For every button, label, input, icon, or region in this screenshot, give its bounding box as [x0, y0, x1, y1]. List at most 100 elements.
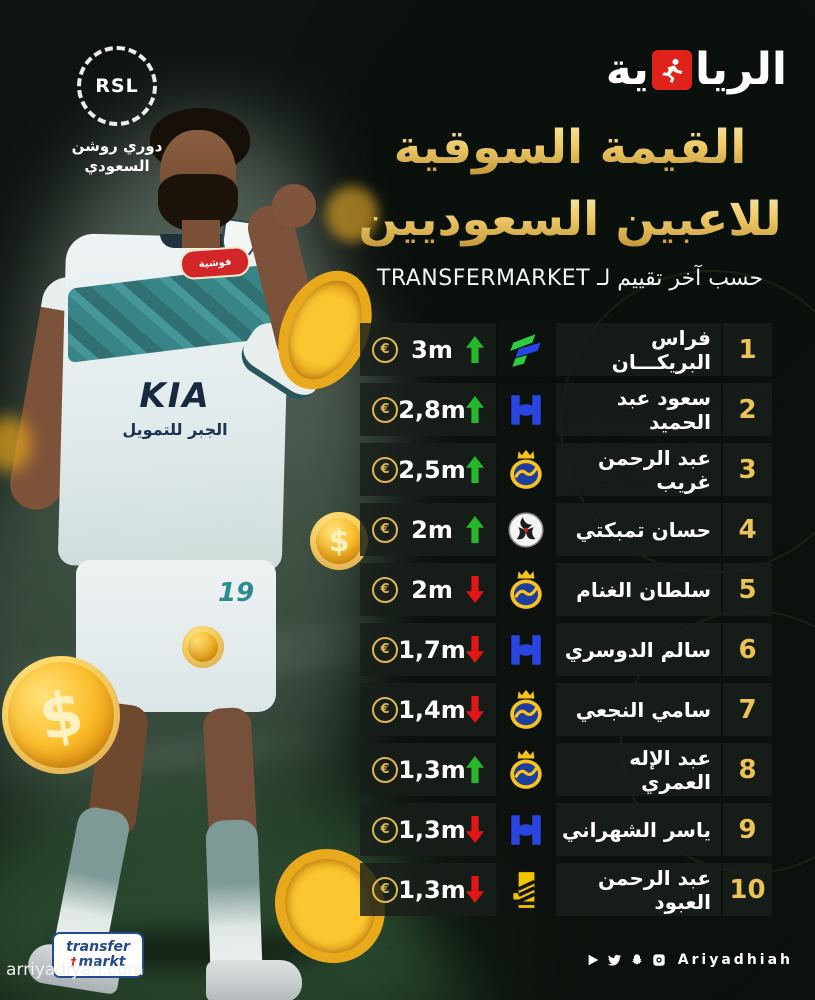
value-cell: € 1,3m — [360, 803, 496, 856]
trend-up-icon — [466, 756, 484, 783]
euro-icon: € — [372, 576, 398, 603]
trend-up-icon — [466, 336, 484, 363]
rank-cell: 3 — [723, 443, 772, 496]
name-cell: سعود عبد الحميد — [556, 383, 721, 436]
players-table: € 3m — [360, 323, 772, 923]
club-logo-cell — [499, 323, 553, 376]
name-cell: سلطان الغنام — [556, 563, 721, 616]
transfermarkt-logo: transfer † markt — [52, 932, 144, 978]
ariyadiyah-brand-logo: الريا ية — [606, 44, 787, 95]
rank-cell: 8 — [723, 743, 772, 796]
value-cell: € 2m — [360, 503, 496, 556]
player-rank: 7 — [738, 694, 757, 725]
twitter-icon — [607, 954, 621, 966]
club-logo-cell — [499, 503, 553, 556]
club-logo-cell — [499, 563, 553, 616]
player-value: 1,3m — [398, 875, 466, 904]
snapchat-icon — [631, 954, 642, 965]
al-nassr-logo-icon — [510, 449, 542, 489]
gold-coin-blur — [326, 186, 378, 242]
trend-down-icon — [466, 696, 484, 723]
player-row: € 2m — [360, 503, 772, 556]
transfermarkt-line1: transfer — [66, 939, 130, 955]
value-cell: € 1,3m — [360, 743, 496, 796]
rsl-abbr: RSL — [95, 75, 139, 97]
rank-cell: 6 — [723, 623, 772, 676]
name-cell: ياسر الشهراني — [556, 803, 721, 856]
euro-icon: € — [372, 516, 398, 543]
player-value: 2m — [411, 575, 453, 604]
player-name: سامي النجعي — [575, 697, 711, 722]
player-value: 2,5m — [398, 455, 466, 484]
club-logo-cell — [499, 803, 553, 856]
rank-cell: 2 — [723, 383, 772, 436]
page-title-line1: القيمة السوقية — [335, 112, 805, 184]
player-name: ياسر الشهراني — [561, 817, 711, 842]
jersey-sponsor-text: KIA — [139, 376, 211, 416]
player-name: حسان تمبكتي — [575, 517, 711, 542]
club-logo-icon — [505, 329, 547, 371]
rsl-badge-icon: RSL — [77, 46, 157, 126]
club-logo-cell — [499, 863, 553, 916]
al-shabab-logo-icon — [508, 511, 544, 548]
al-nassr-logo-icon — [510, 569, 542, 609]
value-cell: € 2,8m — [360, 383, 496, 436]
euro-icon: € — [372, 396, 398, 423]
player-row: € 1,3m — [360, 743, 772, 796]
player-row: € 2,5m — [360, 443, 772, 496]
gold-coin-icon: $ — [310, 512, 368, 570]
name-cell: سالم الدوسري — [556, 623, 721, 676]
player-rank: 4 — [738, 514, 757, 545]
rank-cell: 9 — [723, 803, 772, 856]
club-logo-icon — [505, 569, 547, 611]
club-logo-cell — [499, 743, 553, 796]
player-right-boot — [206, 960, 302, 1000]
player-value: 1,4m — [398, 695, 466, 724]
al-nassr-logo-icon — [510, 749, 542, 789]
club-logo-cell — [499, 623, 553, 676]
value-cell: € 1,4m — [360, 683, 496, 736]
player-row: € 3m — [360, 323, 772, 376]
player-row: € 1,3m — [360, 863, 772, 916]
rank-cell: 10 — [723, 863, 772, 916]
value-cell: € 1,7m — [360, 623, 496, 676]
trend-down-icon — [466, 876, 484, 903]
euro-icon: € — [372, 636, 398, 663]
player-rank: 6 — [738, 634, 757, 665]
player-name: عبد الإله العمري — [629, 745, 711, 794]
al-nassr-logo-icon — [510, 689, 542, 729]
euro-icon: € — [372, 336, 398, 363]
rank-cell: 4 — [723, 503, 772, 556]
player-rank: 9 — [738, 814, 757, 845]
club-logo-icon — [505, 809, 547, 851]
euro-icon: € — [372, 696, 398, 723]
club-logo-icon — [505, 749, 547, 791]
name-cell: عبد الرحمن غريب — [556, 443, 721, 496]
player-value: 2,8m — [398, 395, 466, 424]
trend-up-icon — [466, 396, 484, 423]
player-rank: 1 — [738, 334, 757, 365]
social-handle: Ariyadhiah — [677, 952, 793, 968]
player-value: 3m — [411, 335, 453, 364]
al-hilal-logo-icon — [511, 814, 541, 845]
player-rank: 2 — [738, 394, 757, 425]
transfermarkt-line2: markt — [78, 954, 126, 970]
rank-cell: 7 — [723, 683, 772, 736]
player-rank: 3 — [738, 454, 757, 485]
player-name: سالم الدوسري — [564, 637, 711, 662]
rank-cell: 5 — [723, 563, 772, 616]
instagram-icon — [653, 954, 665, 966]
player-name: سعود عبد الحميد — [616, 385, 711, 434]
value-cell: € 2m — [360, 563, 496, 616]
runner-icon — [651, 49, 692, 90]
player-rank: 8 — [738, 754, 757, 785]
player-name: سلطان الغنام — [576, 577, 711, 602]
euro-icon: € — [372, 456, 398, 483]
al-fateh-logo-icon — [510, 333, 541, 367]
brand-text-left: ية — [605, 44, 649, 95]
club-logo-icon — [505, 689, 547, 731]
trend-down-icon — [466, 636, 484, 663]
trend-down-icon — [466, 576, 484, 603]
euro-icon: € — [372, 876, 398, 903]
player-row: € 1,4m — [360, 683, 772, 736]
